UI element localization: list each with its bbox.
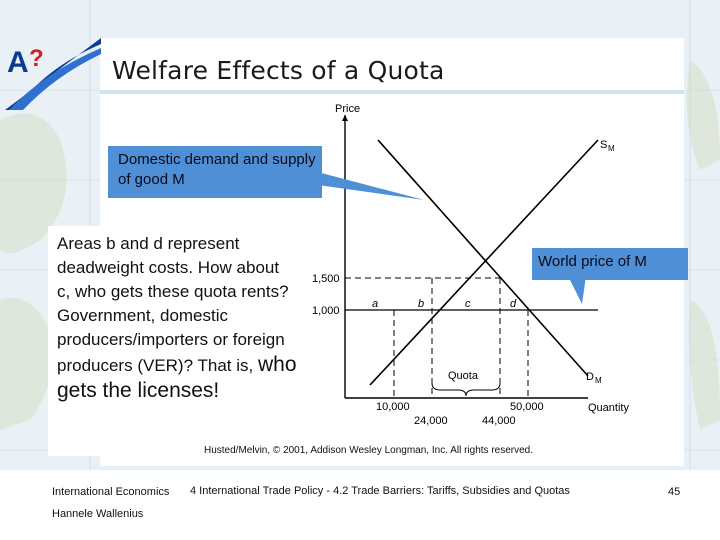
quota-bracket (431, 382, 501, 397)
quantity-tick-label: 24,000 (414, 415, 448, 427)
quantity-tick-label: 10,000 (376, 401, 410, 413)
areas-text-box (48, 226, 294, 456)
price-tick-label: 1,500 (312, 273, 340, 285)
areas-small-text: That is, (197, 356, 254, 375)
curve-sm (369, 139, 599, 386)
footer-author: Hannele Wallenius (52, 508, 144, 520)
y-axis-arrow (342, 115, 348, 121)
footer-page-number: 45 (668, 486, 681, 498)
svg-text:?: ? (29, 45, 44, 72)
quantity-tick-label: 50,000 (510, 401, 544, 413)
curve-dm (377, 139, 589, 377)
footer-course: International Economics (52, 486, 170, 498)
supply-curve-sub: M (608, 144, 615, 153)
callout-demand-text: Domestic demand and supply of good M (118, 151, 316, 188)
svg-text:A: A (7, 46, 29, 79)
area-label-c: c (465, 298, 471, 310)
callout-demand-pointer (310, 170, 424, 200)
areas-main-text: Areas b and d represent deadweight costs… (57, 234, 289, 375)
footer-area (0, 470, 720, 540)
slide-title: Welfare Effects of a Quota (112, 56, 445, 85)
demand-curve-label: D (586, 371, 594, 383)
price-tick-label: 1,000 (312, 305, 340, 317)
demand-curve-sub: M (595, 376, 602, 385)
y-axis-label: Price (335, 103, 360, 115)
area-label-b: b (418, 298, 424, 310)
institution-logo: A ? (5, 38, 101, 110)
quota-label: Quota (448, 370, 479, 382)
areas-large-text: who gets the licenses! (57, 353, 297, 402)
callout-domestic-demand-supply: Domestic demand and supply of good M (108, 146, 322, 198)
callout-world-pointer (568, 276, 586, 304)
supply-curve-label: S (600, 139, 607, 151)
area-label-a: a (372, 298, 378, 310)
title-divider (100, 90, 684, 94)
area-label-d: d (510, 298, 517, 310)
callout-world-text: World price of M (538, 253, 647, 270)
callout-world-price: World price of M (532, 248, 688, 280)
footer-topic: 4 International Trade Policy - 4.2 Trade… (190, 485, 570, 497)
quantity-tick-label: 44,000 (482, 415, 516, 427)
areas-explanation: Areas b and d represent deadweight costs… (57, 232, 297, 404)
x-axis-label: Quantity (588, 402, 629, 414)
copyright-credit: Husted/Melvin, © 2001, Addison Wesley Lo… (204, 445, 534, 456)
